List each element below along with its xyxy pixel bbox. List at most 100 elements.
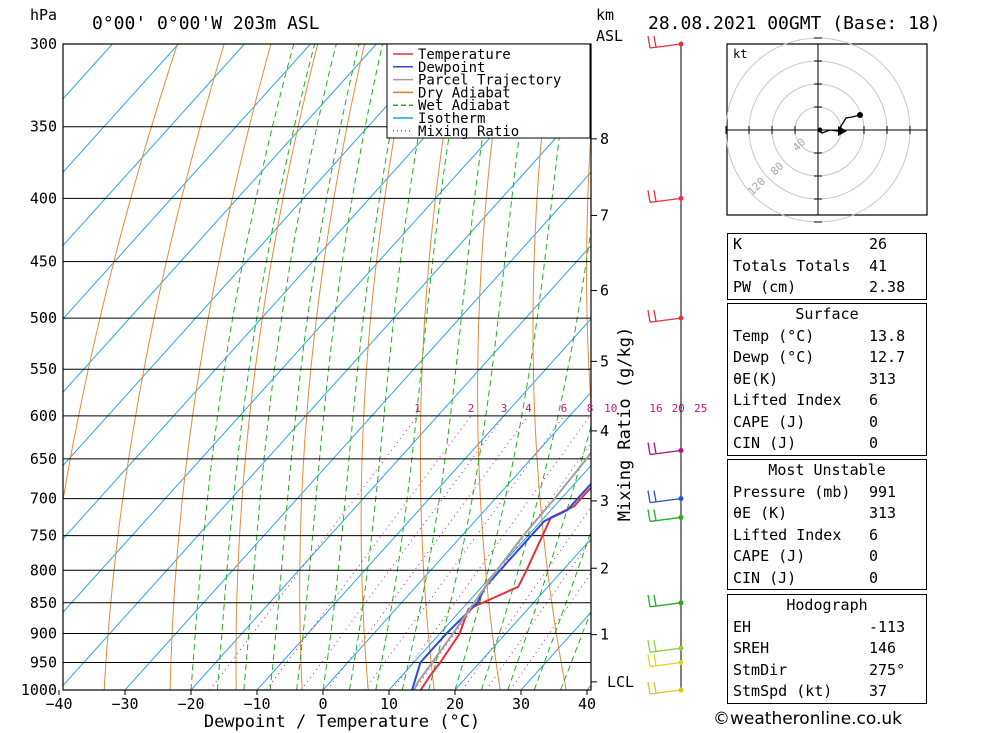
tt-value: 41 xyxy=(869,256,888,275)
x-tick-label: −10 xyxy=(243,695,270,713)
datetime-label: 28.08.2021 00GMT (Base: 18) xyxy=(648,13,941,34)
surface-cin-label: CIN (J) xyxy=(733,434,797,452)
most-unstable-panel: Most Unstable Pressure (mb) 991 θE (K) 313… xyxy=(727,459,927,590)
eh-value: -113 xyxy=(869,617,906,636)
mu-li-label: Lifted Index xyxy=(733,525,842,544)
series-temperature xyxy=(419,486,591,690)
dry-adiabat-line xyxy=(235,44,319,690)
stmspd-label: StmSpd (kt) xyxy=(733,682,833,700)
mu-pressure-value: 991 xyxy=(869,482,897,501)
barb-shaft xyxy=(649,661,682,668)
barb-shaft xyxy=(649,449,682,456)
isotherm-line xyxy=(63,44,311,320)
surface-li-value: 6 xyxy=(869,391,879,409)
series-parcel-trajectory xyxy=(413,451,591,690)
barb-flag xyxy=(647,640,651,653)
mixing-ratio-tick-label: 3 xyxy=(501,402,508,415)
barb-flag xyxy=(653,442,657,454)
pressure-tick-label: 750 xyxy=(30,527,57,545)
mixing-ratio-line xyxy=(300,415,505,690)
stmdir-label: StmDir xyxy=(733,660,788,679)
pw-label: PW (cm) xyxy=(733,278,797,296)
mixing-ratio-tick-label: 4 xyxy=(525,402,532,415)
surface-dewp-value: 12.7 xyxy=(869,348,906,366)
barb-shaft xyxy=(649,43,682,49)
barb-shaft xyxy=(649,602,682,608)
axes: 1 2 3 4 6 8 10 16 20 2530035040045050055060065070… xyxy=(21,35,708,713)
hodo-startpoint xyxy=(817,127,823,133)
stmspd-value: 37 xyxy=(869,682,888,700)
barb-flag xyxy=(647,309,651,323)
isotherm-line xyxy=(63,44,575,613)
wet-adiabat-line xyxy=(243,44,337,690)
wet-adiabat-line xyxy=(322,44,409,690)
barb-shaft xyxy=(649,317,682,323)
surface-cape-label: CAPE (J) xyxy=(733,412,806,431)
wet-adiabat-line xyxy=(533,530,591,690)
hodo-title: Hodograph xyxy=(786,596,868,614)
km-tick-label: 4 xyxy=(600,422,609,440)
dry-adiabat-line xyxy=(532,44,567,690)
barb-shaft xyxy=(649,197,682,204)
surface-cin-value: 0 xyxy=(869,434,879,452)
sreh-label: SREH xyxy=(733,639,770,657)
storm-motion-arrow xyxy=(838,126,847,136)
barb-flag xyxy=(653,309,657,322)
km-tick-label: 3 xyxy=(600,492,609,510)
x-tick-label: 10 xyxy=(380,695,398,713)
barb-shaft xyxy=(649,516,682,523)
tt-label: Totals Totals xyxy=(733,256,851,275)
pressure-tick-label: 800 xyxy=(30,561,57,579)
isotherm-line xyxy=(63,98,591,687)
mixing-ratio-tick-label: 10 xyxy=(604,402,617,415)
mu-theta-value: 313 xyxy=(869,504,897,522)
barb-flag xyxy=(647,35,651,49)
barb-flag xyxy=(647,442,651,455)
mixing-ratio-tick-label: 20 xyxy=(672,402,685,415)
pressure-tick-label: 550 xyxy=(30,360,57,378)
mixing-ratio-line xyxy=(326,415,529,690)
mu-cape-label: CAPE (J) xyxy=(733,547,806,565)
indices-panel: K 26 Totals Totals 41 PW (cm) 2.38 xyxy=(727,233,927,300)
mixing-ratio-line xyxy=(462,506,591,690)
wind-barbs xyxy=(647,35,684,695)
eh-label: EH xyxy=(733,617,752,636)
km-tick-label: 2 xyxy=(600,559,609,577)
mixing-ratio-tick-label: 6 xyxy=(561,402,568,415)
legend-entry: Mixing Ratio xyxy=(418,124,519,140)
legend-box xyxy=(386,43,591,139)
barb-flag xyxy=(647,681,651,695)
surface-theta-value: 313 xyxy=(869,369,897,388)
sounding-series xyxy=(411,451,591,690)
wet-adiabat-line xyxy=(507,424,591,690)
dry-adiabat-line xyxy=(586,125,591,412)
mu-li-value: 6 xyxy=(869,525,879,544)
location-label: 0°00' 0°00'W 203m ASL xyxy=(92,13,320,34)
barb-flag xyxy=(647,594,651,607)
hpa-label: hPa xyxy=(30,6,57,24)
footer-credit[interactable]: ©weatheronline.co.uk xyxy=(713,709,903,729)
k-label: K xyxy=(733,235,743,253)
barb-flag xyxy=(647,654,651,667)
pressure-tick-label: 650 xyxy=(30,450,57,468)
pressure-tick-label: 500 xyxy=(30,309,57,327)
km-tick-label: 1 xyxy=(600,626,609,644)
dry-adiabat-line xyxy=(419,44,459,690)
pw-value: 2.38 xyxy=(869,278,906,296)
mixing-ratio-tick-label: 16 xyxy=(649,402,662,415)
mixing-ratio-tick-label: 8 xyxy=(587,402,594,415)
barb-flag xyxy=(653,594,657,606)
barb-flag xyxy=(653,509,657,521)
surface-cape-value: 0 xyxy=(869,412,879,431)
hodograph-unit: kt xyxy=(733,47,747,61)
km-tick-label: 8 xyxy=(600,130,609,148)
legend-entry: Dewpoint xyxy=(418,60,485,76)
km-tick-label: 6 xyxy=(600,282,609,300)
pressure-tick-label: 400 xyxy=(30,189,57,207)
mixing-ratio-line xyxy=(265,415,472,690)
mixing-ratio-tick-label: 2 xyxy=(468,402,475,415)
x-tick-label: 0 xyxy=(318,695,327,713)
